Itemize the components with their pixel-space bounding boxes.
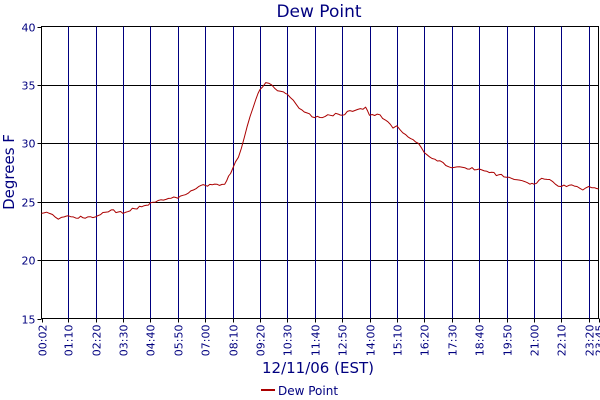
- legend: Dew Point: [261, 384, 338, 398]
- chart-title: Dew Point: [276, 2, 361, 22]
- x-tick-label: 08:10: [228, 325, 241, 357]
- y-tick-label: 35: [22, 80, 36, 93]
- x-tick-label: 19:50: [502, 325, 515, 357]
- x-tick-label: 22:10: [556, 325, 569, 357]
- y-axis-label: Degrees F: [0, 134, 18, 210]
- x-axis-label: 12/11/06 (EST): [262, 359, 374, 377]
- x-tick-label: 21:00: [529, 325, 542, 357]
- y-tick-label: 20: [22, 255, 36, 268]
- x-tick-label: 23:45: [594, 325, 600, 357]
- y-tick-label: 15: [22, 314, 36, 327]
- x-tick-label: 11:40: [310, 325, 323, 357]
- x-tick-label: 09:20: [255, 325, 268, 357]
- x-tick-label: 02:20: [91, 325, 104, 357]
- x-tick-label: 12:50: [337, 325, 350, 357]
- x-tick-label: 15:10: [392, 325, 405, 357]
- series-layer: [41, 82, 599, 220]
- legend-label-dew-point: Dew Point: [278, 384, 338, 398]
- x-tick-label: 14:00: [365, 325, 378, 357]
- x-axis-ticks: 00:02 01:10 02:20 03:30 04:40 05:50 07:00 08:10…: [37, 318, 600, 357]
- x-tick-label: 23:20: [584, 325, 597, 357]
- x-tick-label: 10:30: [282, 325, 295, 357]
- series-line-dew-point: [41, 82, 599, 220]
- plot-area: [41, 26, 599, 319]
- x-tick-label: 16:20: [419, 325, 432, 357]
- x-tick-label: 04:40: [145, 325, 158, 357]
- x-tick-label: 17:30: [447, 325, 460, 357]
- y-tick-label: 30: [22, 138, 36, 151]
- x-tick-label: 07:00: [200, 325, 213, 357]
- x-tick-label: 05:50: [173, 325, 186, 357]
- grid-lines: [41, 26, 599, 319]
- x-tick-label: 18:40: [474, 325, 487, 357]
- y-tick-label: 40: [22, 22, 36, 35]
- x-tick-label: 00:02: [37, 325, 50, 357]
- x-tick-label: 01:10: [63, 325, 76, 357]
- x-tick-label: 03:30: [118, 325, 131, 357]
- y-axis-ticks: 15 20 25 30 35 40: [22, 22, 42, 327]
- y-tick-label: 25: [22, 197, 36, 210]
